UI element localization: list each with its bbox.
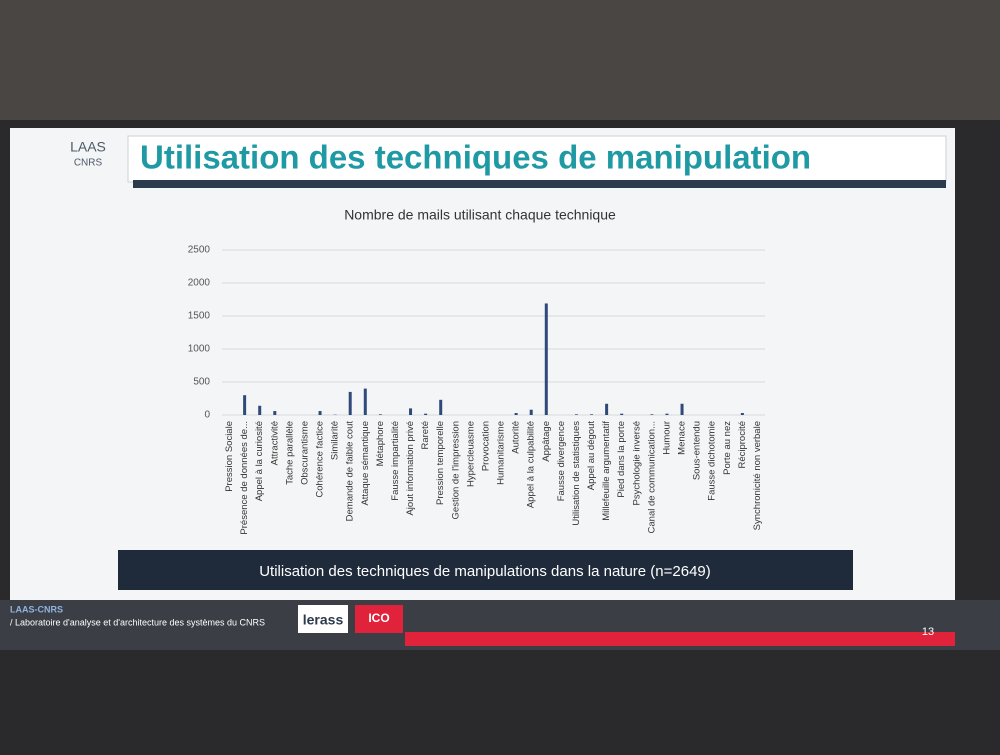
x-tick-label: Attaque sémantique — [360, 421, 371, 506]
x-tick-label: Utilisation de statistiques — [571, 421, 582, 526]
x-tick-label: Pression temporelle — [435, 421, 446, 505]
bar — [319, 411, 322, 415]
x-tick-label: Appel à la curiosité — [254, 421, 265, 501]
bar — [605, 404, 608, 415]
slide-title: Utilisation des techniques de manipulati… — [140, 139, 811, 176]
x-tick-label: Pied dans la porte — [616, 421, 627, 498]
x-tick-label: Attractivité — [269, 421, 280, 465]
y-tick-label: 2500 — [188, 245, 211, 256]
logo-text: LAAS — [70, 139, 106, 155]
x-tick-label: Fausse dichotomie — [707, 421, 718, 501]
partner-name: lerass — [303, 612, 344, 628]
x-tick-label: Autorité — [511, 421, 522, 454]
bar — [258, 406, 261, 415]
x-tick-label: Obscurantisme — [299, 421, 310, 485]
footer-org: LAAS-CNRS — [10, 604, 63, 614]
bar — [741, 413, 744, 415]
x-tick-label: Psychologie inversé — [631, 421, 642, 506]
bar — [273, 411, 276, 415]
x-tick-label: Similarité — [330, 421, 341, 460]
x-tick-label: Humour — [661, 421, 672, 455]
x-tick-label: Fausse divergence — [556, 421, 567, 501]
x-tick-label: Porte au nez — [722, 421, 733, 475]
bar — [665, 414, 668, 415]
x-tick-label: Réciprocité — [737, 421, 748, 469]
y-tick-label: 0 — [204, 410, 210, 421]
y-tick-label: 1500 — [188, 311, 211, 322]
bar — [620, 414, 623, 415]
chart-title: Nombre de mails utilisant chaque techniq… — [344, 207, 616, 223]
x-tick-label: Canal de communication... — [646, 421, 657, 533]
wall — [0, 0, 1000, 120]
bar — [379, 414, 382, 415]
bar — [545, 303, 548, 415]
x-tick-label: Provocation — [480, 421, 491, 471]
x-tick-label: Fausse impartialité — [390, 421, 401, 501]
x-tick-label: Pression Sociale — [224, 421, 235, 492]
x-tick-label: Appâtage — [541, 421, 552, 462]
x-tick-label: Métaphore — [375, 421, 386, 466]
y-tick-label: 500 — [193, 377, 210, 388]
x-tick-label: Appel à la culpabilité — [526, 421, 537, 508]
footer-text: / Laboratoire d'analyse et d'architectur… — [10, 617, 265, 627]
caption: Utilisation des techniques de manipulati… — [259, 563, 711, 580]
x-tick-label: Tache parallèle — [284, 421, 295, 485]
x-tick-label: Gestion de l'impression — [450, 421, 461, 519]
bar — [424, 414, 427, 415]
bar — [349, 392, 352, 415]
x-tick-label: Millefeuille argumentatif — [601, 421, 612, 521]
bar — [590, 414, 593, 415]
bar — [530, 410, 533, 415]
bar — [243, 395, 246, 415]
x-tick-label: Présence de données de... — [239, 421, 250, 535]
x-tick-label: Demande de faible cout — [345, 421, 356, 522]
bar — [575, 414, 578, 415]
x-tick-label: Cohérence factice — [315, 421, 326, 498]
y-tick-label: 1000 — [188, 344, 211, 355]
x-tick-label: Rareté — [420, 421, 431, 450]
x-tick-label: Appel au dégout — [586, 421, 597, 491]
partner-name: ICO — [368, 611, 389, 625]
y-tick-label: 2000 — [188, 278, 211, 289]
x-tick-label: Humanitarisme — [496, 421, 507, 485]
x-tick-label: Ajout information privé — [405, 421, 416, 516]
x-tick-label: Hypercleuasme — [465, 421, 476, 487]
title-underline — [133, 180, 946, 188]
logo-text: CNRS — [74, 158, 103, 169]
bar — [409, 408, 412, 415]
bar — [515, 413, 518, 415]
bar — [364, 389, 367, 415]
bar — [439, 400, 442, 415]
x-tick-label: Sous-entendu — [692, 421, 703, 480]
bar — [681, 404, 684, 415]
x-tick-label: Menace — [677, 421, 688, 455]
footer-red-bar — [405, 632, 955, 646]
page-number: 13 — [922, 626, 934, 638]
bar — [650, 414, 653, 415]
x-tick-label: Synchronicité non verbale — [752, 421, 763, 530]
